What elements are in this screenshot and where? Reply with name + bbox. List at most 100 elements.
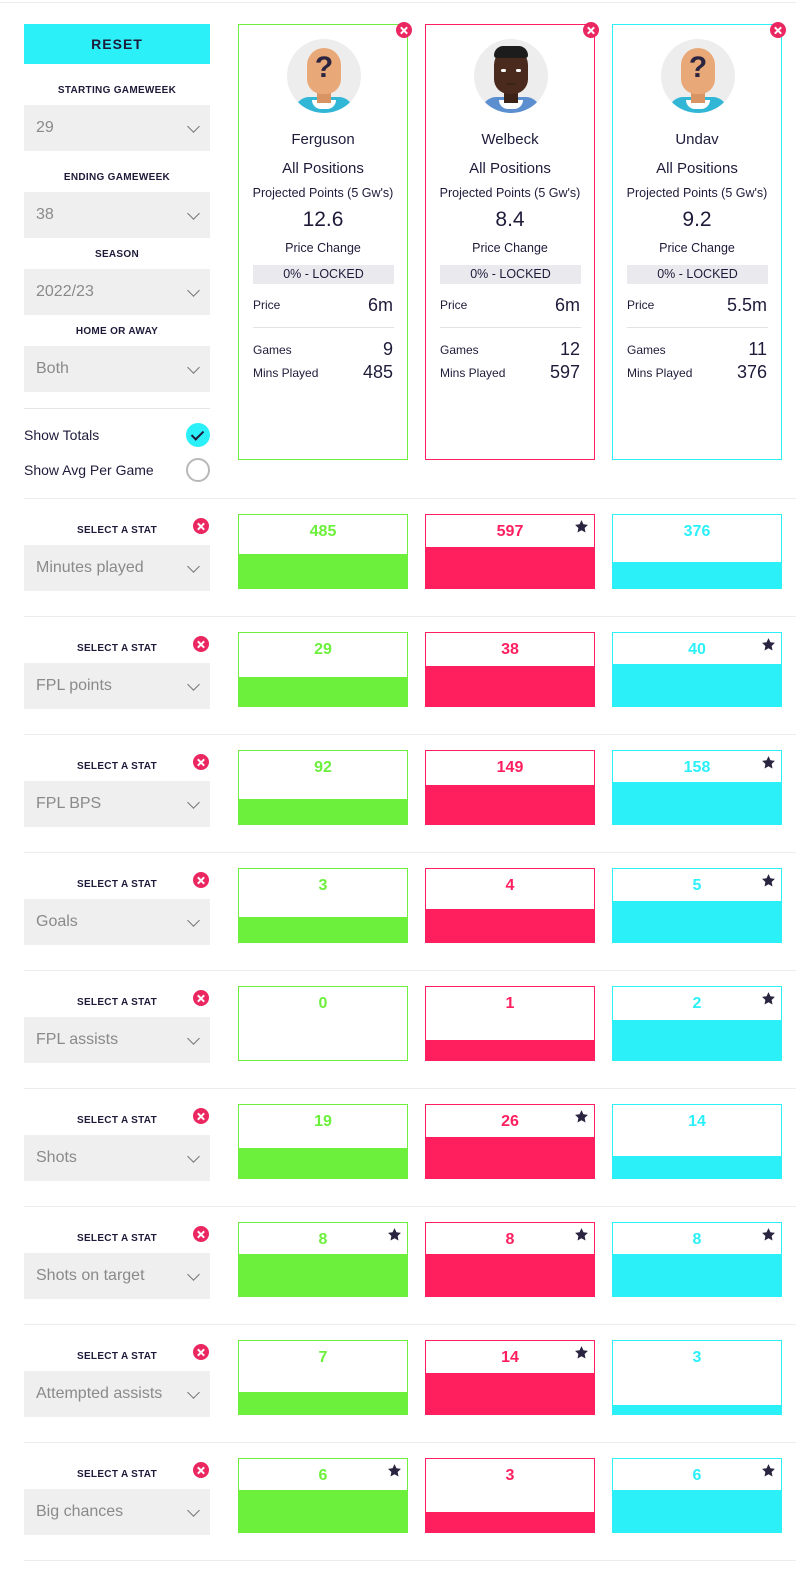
question-mark-icon: ? [688, 51, 708, 84]
projected-points-label: Projected Points (5 Gw's) [626, 186, 768, 200]
stat-select-value: Goals [36, 913, 78, 930]
stat-value-box: 3 [238, 868, 408, 943]
player-card: ? Undav All Positions Projected Points (… [612, 22, 786, 460]
stat-value: 3 [692, 1349, 702, 1366]
price-change-badge: 0% - LOCKED [440, 265, 581, 284]
stat-value: 0 [318, 995, 328, 1012]
stat-row: SELECT A STAT FPL BPS 92 149 158 [0, 735, 800, 853]
remove-stat-button[interactable] [193, 636, 209, 652]
select-stat-label: SELECT A STAT [76, 879, 157, 890]
chevron-down-icon [187, 1150, 200, 1163]
season-select[interactable]: 2022/23 [24, 269, 210, 315]
player-position: All Positions [656, 160, 738, 177]
stat-value: 40 [688, 641, 706, 658]
stat-value-box: 376 [612, 514, 782, 589]
remove-player-button[interactable] [396, 22, 412, 38]
player-card: ? Ferguson All Positions Projected Point… [238, 22, 412, 460]
stat-select-value: Minutes played [36, 559, 144, 576]
stat-bar [613, 562, 781, 588]
price-change-label: Price Change [659, 241, 735, 255]
stat-value: 6 [318, 1467, 328, 1484]
eye [516, 69, 521, 72]
player-name: Welbeck [481, 131, 539, 148]
stat-bar [426, 1373, 594, 1414]
stat-value-box: 6 [238, 1458, 408, 1533]
price-value: 6m [554, 295, 580, 315]
stat-row: SELECT A STAT Attempted assists 7 14 3 [0, 1325, 800, 1443]
row-divider [24, 1560, 796, 1561]
stat-bar [613, 664, 781, 706]
stat-select[interactable]: FPL BPS [24, 781, 210, 827]
show-avg-toggle[interactable]: Show Avg Per Game [24, 458, 210, 482]
stat-value: 485 [309, 523, 337, 540]
stat-select[interactable]: FPL points [24, 663, 210, 709]
stat-value: 1 [505, 995, 515, 1012]
stat-bar [239, 1254, 407, 1296]
stat-bar [239, 799, 407, 824]
close-icon [193, 518, 209, 534]
card-divider [253, 327, 394, 328]
stat-select[interactable]: Shots on target [24, 1253, 210, 1299]
stat-value-box: 4 [425, 868, 595, 943]
section-divider [24, 498, 796, 499]
stat-value-box: 14 [612, 1104, 782, 1179]
ending-gameweek-select[interactable]: 38 [24, 192, 210, 238]
stat-bar [426, 666, 594, 706]
row-divider [24, 1088, 796, 1089]
stat-value: 8 [318, 1231, 328, 1248]
stat-value: 14 [501, 1349, 519, 1366]
stat-select[interactable]: Big chances [24, 1489, 210, 1535]
player-card: Welbeck All Positions Projected Points (… [425, 22, 599, 460]
remove-player-button[interactable] [583, 22, 599, 38]
chevron-down-icon [187, 120, 200, 133]
row-divider [24, 970, 796, 971]
home-away-select[interactable]: Both [24, 346, 210, 392]
price-label: Price [253, 298, 281, 312]
select-stat-label: SELECT A STAT [76, 1469, 157, 1480]
reset-button[interactable]: RESET [24, 24, 210, 64]
stat-row: SELECT A STAT FPL points 29 38 40 [0, 617, 800, 735]
stat-row: SELECT A STAT Goals 3 4 5 [0, 853, 800, 971]
price-change-badge: 0% - LOCKED [627, 265, 768, 284]
mins-played-label: Mins Played [627, 366, 693, 380]
stat-select-value: Attempted assists [36, 1385, 163, 1402]
starting-gameweek-select[interactable]: 29 [24, 105, 210, 151]
chevron-down-icon [187, 284, 200, 297]
star-icon [761, 1227, 776, 1247]
stat-select[interactable]: Minutes played [24, 545, 210, 591]
head [307, 48, 341, 94]
remove-stat-button[interactable] [193, 1108, 209, 1124]
row-divider [24, 1442, 796, 1443]
remove-stat-button[interactable] [193, 1462, 209, 1478]
stat-select[interactable]: Shots [24, 1135, 210, 1181]
show-totals-toggle[interactable]: Show Totals [24, 423, 210, 447]
games-value: 9 [382, 339, 393, 359]
mins-played-label: Mins Played [440, 366, 506, 380]
remove-stat-button[interactable] [193, 990, 209, 1006]
mins-played-label: Mins Played [253, 366, 319, 380]
remove-stat-button[interactable] [193, 1226, 209, 1242]
remove-stat-button[interactable] [193, 754, 209, 770]
stat-value: 14 [688, 1113, 706, 1130]
remove-stat-button[interactable] [193, 1344, 209, 1360]
price-value: 6m [367, 295, 393, 315]
stat-select[interactable]: Attempted assists [24, 1371, 210, 1417]
row-divider [24, 1206, 796, 1207]
stat-select[interactable]: FPL assists [24, 1017, 210, 1063]
stat-bar [426, 909, 594, 942]
checkbox-checked-icon[interactable] [186, 423, 210, 447]
remove-stat-button[interactable] [193, 872, 209, 888]
chevron-down-icon [187, 914, 200, 927]
stat-value: 158 [683, 759, 711, 776]
starting-gameweek-label: STARTING GAMEWEEK [57, 85, 177, 96]
stat-select[interactable]: Goals [24, 899, 210, 945]
remove-stat-button[interactable] [193, 518, 209, 534]
star-icon [574, 519, 589, 539]
stat-value-box: 19 [238, 1104, 408, 1179]
remove-player-button[interactable] [770, 22, 786, 38]
select-stat-label: SELECT A STAT [76, 525, 157, 536]
chevron-down-icon [187, 560, 200, 573]
stat-value: 376 [683, 523, 711, 540]
games-value: 12 [559, 339, 580, 359]
checkbox-empty-icon[interactable] [186, 458, 210, 482]
